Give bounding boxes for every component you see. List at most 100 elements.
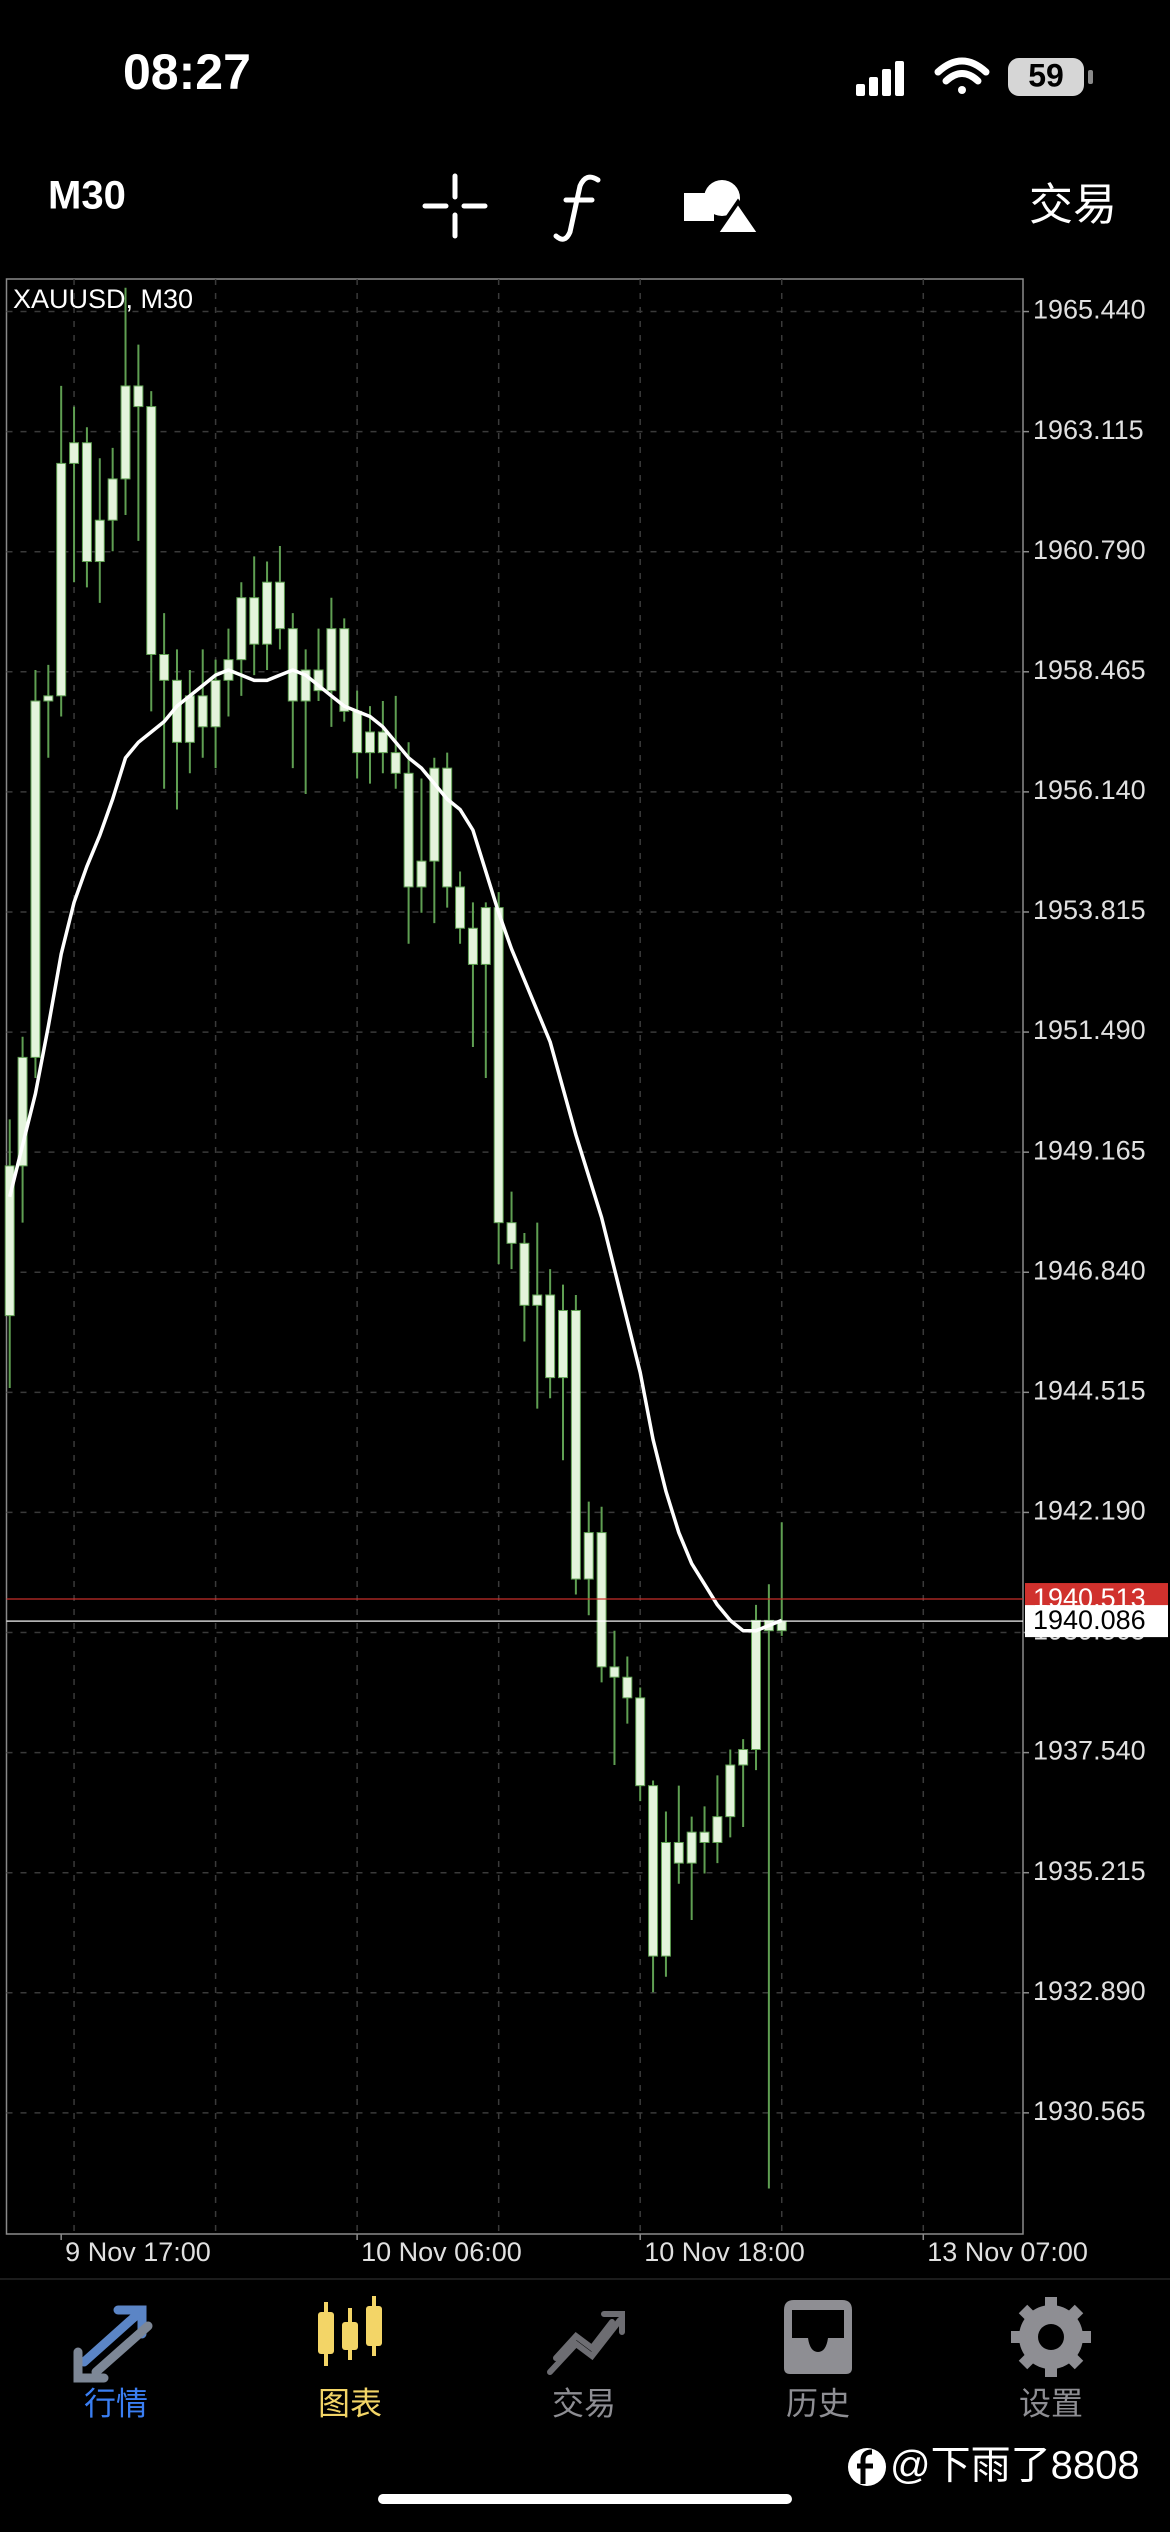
candle-body <box>686 1831 697 1864</box>
tab-label[interactable]: 图表 <box>318 2385 382 2421</box>
objects-button[interactable] <box>684 180 764 236</box>
candle-body <box>364 731 375 754</box>
y-tick-label: 1963.115 <box>1033 415 1144 445</box>
trade-button[interactable]: 交易 <box>1029 181 1117 230</box>
candle-body <box>94 519 105 563</box>
candle-body <box>184 695 195 743</box>
candle-body <box>429 767 440 862</box>
moving-average-line <box>8 668 783 1633</box>
candle-body <box>467 927 478 965</box>
watermark-logo-mark <box>857 2449 873 2484</box>
tab-icon-chart[interactable] <box>318 2296 382 2366</box>
candle-body <box>262 581 273 645</box>
candle-body <box>570 1309 581 1580</box>
candle-body <box>558 1309 569 1379</box>
candle-body <box>4 1165 15 1317</box>
candle-body <box>43 695 54 702</box>
tab-label[interactable]: 行情 <box>84 2385 148 2421</box>
candle-body <box>352 710 363 754</box>
candle-body <box>249 597 260 645</box>
candle-body <box>673 1841 684 1864</box>
x-tick-label: 10 Nov 18:00 <box>644 2237 805 2267</box>
chart-title: XAUUSD, M30 <box>13 284 193 314</box>
y-tick-label: 1946.840 <box>1033 1255 1146 1285</box>
y-tick-label: 1935.215 <box>1033 1856 1146 1886</box>
candle-body <box>455 886 466 929</box>
candle-body <box>159 654 170 681</box>
candle-body <box>377 731 388 754</box>
candle-body <box>751 1619 762 1751</box>
battery-level: 59 <box>1028 57 1064 93</box>
candle-body <box>81 442 92 563</box>
candle-body <box>442 767 453 888</box>
candle-body <box>480 907 491 965</box>
candle-body <box>519 1242 530 1306</box>
candle-body <box>300 669 311 702</box>
y-tick-label: 1930.565 <box>1033 2096 1146 2126</box>
crosshair-button[interactable] <box>422 173 488 239</box>
y-tick-label: 1956.140 <box>1033 775 1146 805</box>
candle-body <box>609 1666 620 1678</box>
candle-body <box>493 907 504 1224</box>
price-label: 1940.086 <box>1033 1605 1146 1635</box>
wifi-icon <box>934 57 990 94</box>
candle-body <box>712 1816 723 1843</box>
tab-label[interactable]: 历史 <box>786 2385 850 2421</box>
candle-body <box>506 1222 517 1244</box>
candle-body <box>69 442 80 464</box>
watermark: @下雨了8808 <box>890 2444 1140 2488</box>
tab-icon-history[interactable] <box>784 2300 852 2374</box>
candle-body <box>635 1697 646 1787</box>
candle-body <box>390 752 401 774</box>
candle-body <box>236 597 247 661</box>
candle-body <box>326 628 337 692</box>
x-tick-label: 10 Nov 06:00 <box>361 2237 522 2267</box>
candle-body <box>699 1831 710 1843</box>
y-tick-label: 1932.890 <box>1033 1976 1146 2006</box>
candle-body <box>725 1764 736 1818</box>
candle-body <box>120 385 131 480</box>
tab-label[interactable]: 交易 <box>552 2385 616 2421</box>
candle-body <box>274 581 285 630</box>
candle-body <box>403 772 414 888</box>
candle-body <box>532 1294 543 1306</box>
tab-icon-quotes[interactable] <box>73 2305 153 2383</box>
candle-body <box>416 860 427 888</box>
price-label-box <box>1025 1605 1168 1638</box>
tab-icon-trade[interactable] <box>547 2311 625 2375</box>
candle-body <box>339 628 350 712</box>
candle-body <box>738 1749 749 1766</box>
tab-labels: 行情 图表 交易 历史 设置 <box>84 2385 1083 2421</box>
candle-body <box>622 1676 633 1699</box>
candle-body <box>583 1532 594 1580</box>
candle-body <box>56 462 67 697</box>
candle-body <box>146 406 157 656</box>
candle-body <box>660 1841 671 1957</box>
candle-body <box>107 478 118 521</box>
y-tick-label: 1951.490 <box>1033 1015 1146 1045</box>
tab-label[interactable]: 设置 <box>1019 2385 1083 2421</box>
battery-icon: 59 <box>1008 57 1093 96</box>
candle-body <box>133 385 144 408</box>
candle-body <box>287 628 298 702</box>
candle-body <box>30 700 41 1058</box>
y-tick-label: 1944.515 <box>1033 1375 1146 1405</box>
indicator-button[interactable] <box>553 174 601 242</box>
y-tick-label: 1949.165 <box>1033 1135 1146 1165</box>
y-tick-label: 1942.190 <box>1033 1496 1146 1526</box>
chart: XAUUSD, M30 1965.440 1963.115 1960.790 1958… <box>4 278 1168 2267</box>
y-tick-label: 1953.815 <box>1033 895 1146 925</box>
x-tick-label: 9 Nov 17:00 <box>65 2237 211 2267</box>
y-tick-label: 1960.790 <box>1033 535 1146 565</box>
timeframe-button[interactable]: M30 <box>48 174 126 218</box>
candle-body <box>648 1785 659 1957</box>
x-tick-label: 13 Nov 07:00 <box>927 2237 1088 2267</box>
status-time: 08:27 <box>123 44 251 100</box>
candle-body <box>545 1294 556 1379</box>
y-tick-label: 1958.465 <box>1033 655 1146 685</box>
tab-icon-settings[interactable] <box>1011 2297 1091 2377</box>
